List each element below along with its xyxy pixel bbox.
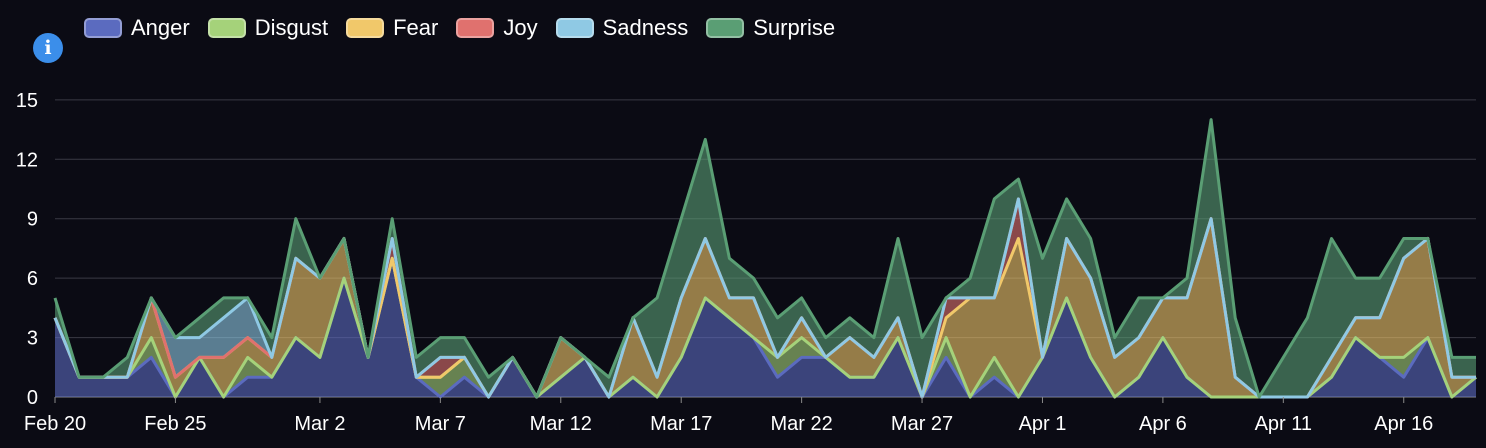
legend-swatch-disgust (207, 18, 246, 38)
legend-label-anger: Anger (131, 15, 190, 40)
x-tick-label: Apr 16 (1374, 413, 1433, 435)
legend-label-disgust: Disgust (254, 15, 329, 40)
line-disgust (53, 256, 1477, 399)
legend-label-sadness: Sadness (602, 15, 689, 40)
x-tick-label: Mar 22 (771, 413, 833, 435)
legend-item-fear[interactable]: Fear (346, 15, 438, 41)
x-tick-label: Apr 11 (1255, 413, 1312, 435)
x-tick-label: Feb 25 (144, 413, 206, 435)
legend-item-disgust[interactable]: Disgust (207, 15, 329, 41)
line-surprise (53, 118, 1476, 399)
y-tick-label: 12 (16, 149, 38, 171)
legend-item-anger[interactable]: Anger (84, 15, 190, 41)
legend: Anger Disgust Fear Joy Sadness Surprise (84, 14, 853, 42)
legend-swatch-surprise (706, 18, 745, 38)
area-fear (55, 218, 1476, 397)
legend-label-fear: Fear (393, 15, 439, 40)
y-tick-label: 15 (16, 90, 38, 112)
x-tick-label: Mar 12 (530, 413, 592, 435)
y-tick-label: 0 (27, 387, 38, 409)
y-tick-label: 6 (27, 268, 38, 290)
info-icon[interactable]: i (33, 33, 63, 63)
legend-label-joy: Joy (503, 15, 538, 40)
legend-swatch-anger (84, 18, 122, 38)
y-axis-ticks: 0 3 6 9 12 15 (16, 90, 38, 409)
area-anger (55, 258, 1476, 397)
legend-label-surprise: Surprise (753, 15, 836, 40)
x-tick-label: Mar 17 (650, 413, 712, 435)
legend-item-surprise[interactable]: Surprise (706, 15, 835, 41)
x-tick-label: Mar 2 (294, 413, 345, 435)
legend-swatch-joy (456, 18, 495, 38)
x-axis-ticks: Feb 20 Feb 25 Mar 2 Mar 7 Mar 12 Mar 17 Mar 22… (24, 397, 1433, 435)
series-lines (53, 118, 1477, 399)
x-tick-label: Apr 1 (1019, 413, 1067, 435)
legend-swatch-fear (346, 18, 385, 38)
x-tick-label: Feb 20 (24, 413, 86, 435)
y-tick-label: 3 (27, 328, 38, 350)
x-tick-label: Apr 6 (1139, 413, 1187, 435)
legend-item-joy[interactable]: Joy (456, 15, 538, 41)
x-tick-label: Mar 7 (415, 413, 466, 435)
legend-item-sadness[interactable]: Sadness (555, 15, 689, 41)
legend-swatch-sadness (555, 18, 594, 38)
y-tick-label: 9 (27, 209, 38, 231)
line-sadness (53, 197, 1476, 399)
x-tick-label: Mar 27 (891, 413, 953, 435)
